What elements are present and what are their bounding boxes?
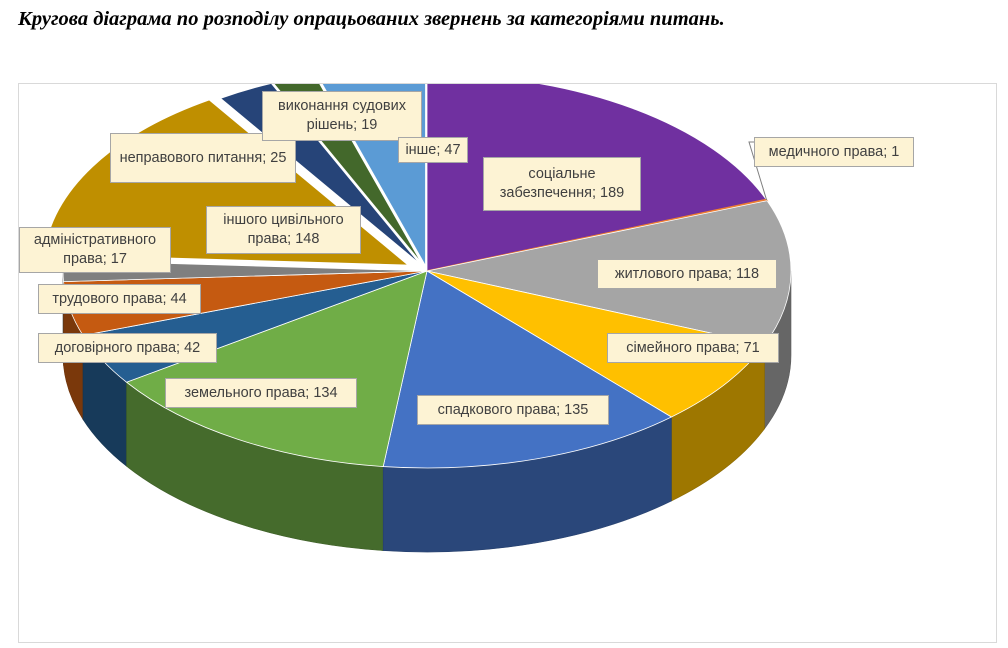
data-label-civil-other: іншого цивільного права; 148 <box>206 206 361 254</box>
data-label-text: житлового права; 118 <box>614 265 760 282</box>
data-label-court-execution: виконання судових рішень; 19 <box>262 91 422 141</box>
data-label-text: адміністративного права; 17 <box>33 232 157 267</box>
data-label-medical: медичного права; 1 <box>754 137 914 167</box>
data-label-text: соціальне забезпечення; 189 <box>499 166 625 201</box>
data-label-text: неправового питання; 25 <box>119 149 287 166</box>
data-label-text: трудового права; 44 <box>52 290 187 307</box>
data-label-text: сімейного права; 71 <box>626 339 760 356</box>
data-label-land: земельного права; 134 <box>165 378 357 408</box>
leader-line-medical <box>748 141 768 201</box>
chart-title: Кругова діаграма по розподілу опрацьован… <box>18 8 725 30</box>
data-label-labor: трудового права; 44 <box>38 284 201 314</box>
pie-slice-land <box>125 270 428 467</box>
data-label-text: земельного права; 134 <box>184 384 338 401</box>
data-label-contract: договірного права; 42 <box>38 333 217 363</box>
data-label-text: інше; 47 <box>405 141 461 158</box>
data-label-non-legal: неправового питання; 25 <box>110 133 296 183</box>
data-label-other: інше; 47 <box>398 137 468 163</box>
data-label-text: іншого цивільного права; 148 <box>223 212 344 247</box>
data-label-administrative: адміністративного права; 17 <box>19 227 171 273</box>
data-label-family: сімейного права; 71 <box>607 333 779 363</box>
data-label-text: договірного права; 42 <box>54 339 201 356</box>
data-label-text: виконання судових рішень; 19 <box>278 98 406 133</box>
chart-area: соціальне забезпечення; 189 медичного пра… <box>18 83 997 643</box>
data-label-social: соціальне забезпечення; 189 <box>483 157 641 211</box>
data-label-text: медичного права; 1 <box>768 143 900 160</box>
data-label-text: спадкового права; 135 <box>437 401 589 418</box>
data-label-inheritance: спадкового права; 135 <box>417 395 609 425</box>
data-label-housing: житлового права; 118 <box>597 259 777 289</box>
